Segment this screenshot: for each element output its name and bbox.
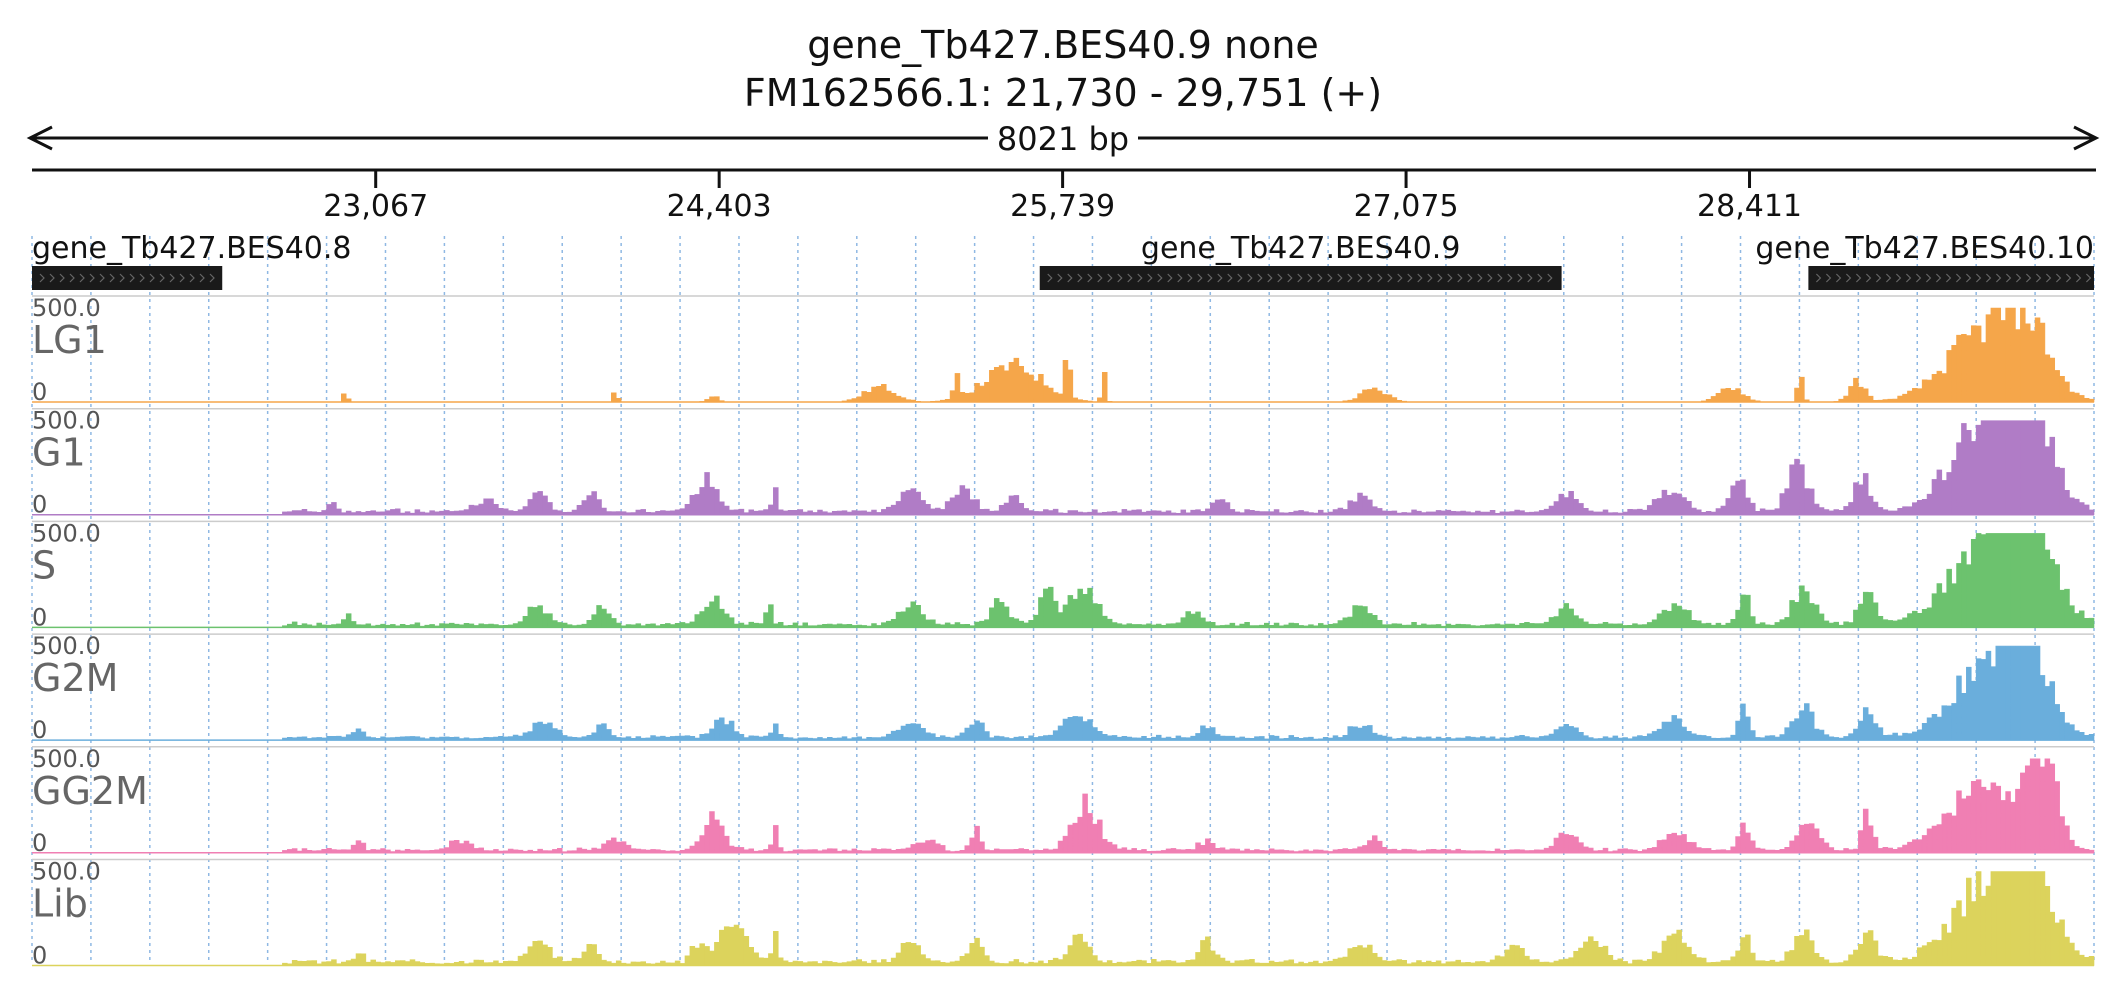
track-name: Lib: [32, 882, 88, 926]
coverage-bars: [282, 871, 2095, 966]
coverage-bars: [282, 645, 2095, 741]
gene-label: gene_Tb427.BES40.10: [1755, 231, 2094, 266]
track-name: S: [32, 543, 56, 587]
gene-feature[interactable]: [1039, 266, 1562, 290]
strand-chevrons: [1815, 273, 2092, 283]
track-min-label: 0: [32, 716, 47, 744]
span-label-bg: [988, 120, 1138, 158]
track-min-label: 0: [32, 378, 47, 406]
axis-ticks: 23,067 24,403 25,739 27,075 28,411: [323, 170, 1802, 224]
track-min-label: 0: [32, 829, 47, 857]
coverage-bars: [341, 307, 2095, 403]
track-g1: 500.0G1 0: [32, 407, 2095, 519]
track-max-label: 500.0: [32, 519, 101, 547]
axis-tick-label: 23,067: [323, 189, 428, 224]
strand-chevrons: [1047, 273, 1553, 283]
coverage-bars: [282, 420, 2095, 515]
track-name: LG1: [32, 318, 107, 362]
track-max-label: 500.0: [32, 632, 101, 660]
locus-label: FM162566.1: 21,730 - 29,751 (+): [744, 71, 1382, 115]
gene-track: gene_Tb427.BES40.8 gene_Tb427.BES40.9 gene…: [32, 231, 2094, 290]
track-s: 500.0S 0: [32, 519, 2095, 631]
track-max-label: 500.0: [32, 858, 101, 886]
span-right-arrow: [2073, 125, 2100, 151]
track-name: G2M: [32, 656, 118, 700]
span-left-arrow: [26, 125, 53, 151]
span-label: 8021 bp: [997, 120, 1129, 158]
gene-title: gene_Tb427.BES40.9 none: [807, 23, 1319, 67]
gene-label: gene_Tb427.BES40.8: [32, 231, 352, 266]
track-name: GG2M: [32, 769, 148, 813]
coverage-tracks: 500.0LG10500.0G10500.0S0500.0G2M0500.0GG…: [32, 294, 2095, 970]
vertical-grid: [31, 236, 2095, 963]
coverage-bars: [282, 758, 2095, 854]
track-max-label: 500.0: [32, 745, 101, 773]
track-max-label: 500.0: [32, 407, 101, 435]
track-min-label: 0: [32, 603, 47, 631]
axis-tick-label: 25,739: [1010, 189, 1115, 224]
track-max-label: 500.0: [32, 294, 101, 322]
axis-tick-label: 28,411: [1697, 189, 1802, 224]
track-min-label: 0: [32, 942, 47, 970]
axis-tick-label: 27,075: [1354, 189, 1459, 224]
gene-label: gene_Tb427.BES40.9: [1141, 231, 1461, 266]
track-min-label: 0: [32, 491, 47, 519]
track-name: G1: [32, 431, 86, 475]
coverage-bars: [282, 533, 2095, 628]
axis-tick-label: 24,403: [667, 189, 772, 224]
strand-chevrons: [39, 273, 215, 283]
